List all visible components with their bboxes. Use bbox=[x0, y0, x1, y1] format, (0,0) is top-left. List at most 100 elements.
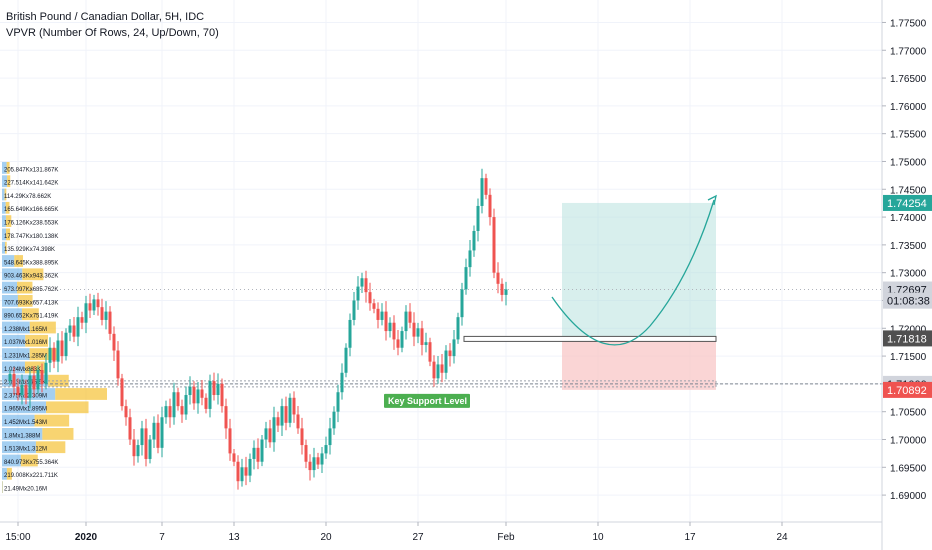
candle-body bbox=[232, 453, 236, 462]
vp-row-label: 1.238Mx1.165M bbox=[4, 327, 47, 333]
candle-body bbox=[192, 386, 196, 404]
vp-bar-up bbox=[2, 308, 22, 321]
candle-body bbox=[164, 406, 168, 418]
candle-body bbox=[496, 272, 500, 284]
candle-body bbox=[396, 339, 400, 348]
candle-body bbox=[200, 389, 204, 398]
vp-row-label: 227.514Kx141.642K bbox=[4, 181, 58, 187]
candle-body bbox=[128, 417, 132, 440]
vp-row-label: 114.29Kx78.662K bbox=[4, 194, 51, 200]
candle-body bbox=[172, 392, 176, 418]
time-tick-label: 17 bbox=[684, 532, 696, 543]
vp-row-label: 548.645Kx388.895K bbox=[4, 260, 58, 266]
price-axis[interactable]: 1.77500 1.77000 1.76500 1.76000 1.75500 1.750… bbox=[881, 0, 932, 550]
vp-bar-up bbox=[2, 215, 6, 227]
candle-body bbox=[276, 417, 280, 426]
candle-body bbox=[120, 378, 124, 407]
candle-body bbox=[492, 217, 496, 273]
candle-body bbox=[228, 428, 232, 454]
price-tick-label: 1.75000 bbox=[890, 157, 927, 168]
candle-body bbox=[84, 303, 88, 323]
candle-body bbox=[392, 322, 396, 340]
candle-body bbox=[136, 445, 140, 457]
vp-bar-down bbox=[5, 201, 10, 214]
candle-body bbox=[8, 373, 12, 382]
candle-body bbox=[420, 328, 424, 345]
vp-bar-down bbox=[17, 295, 33, 307]
time-tick-label: 2020 bbox=[75, 532, 98, 543]
vp-row-label: 890.652Kx751.419K bbox=[4, 314, 58, 320]
symbol-title[interactable]: British Pound / Canadian Dollar, 5H, IDC bbox=[6, 11, 205, 23]
vp-bar-down bbox=[46, 401, 89, 414]
candle-body bbox=[168, 406, 172, 418]
vp-row-label: 1.8Mx1.388M bbox=[4, 433, 40, 439]
vp-row-label: 707.693Kx657.413K bbox=[4, 300, 58, 306]
vp-row-label: 205.847Kx131.867K bbox=[4, 167, 58, 173]
drawings[interactable]: Key Support Level bbox=[384, 194, 717, 408]
candle-body bbox=[180, 406, 184, 415]
candle-body bbox=[284, 406, 288, 423]
candle-body bbox=[292, 397, 296, 415]
vp-row-label: 840.973Kx755.364K bbox=[4, 460, 58, 466]
time-tick-label: 7 bbox=[159, 532, 165, 543]
candle-body bbox=[196, 389, 200, 404]
vp-bar-down bbox=[6, 228, 11, 241]
vp-bar-down bbox=[34, 414, 70, 427]
support-label-box bbox=[384, 393, 470, 408]
vp-bar-up bbox=[2, 361, 25, 374]
candle-body bbox=[248, 458, 252, 476]
candle-body bbox=[464, 267, 468, 290]
candle-body bbox=[220, 383, 224, 407]
vp-bar-down bbox=[25, 334, 49, 347]
candle-body bbox=[340, 372, 344, 393]
target-zone bbox=[562, 202, 716, 339]
candle-body bbox=[424, 342, 428, 345]
vp-bar-up bbox=[2, 201, 6, 214]
candle-body bbox=[436, 364, 440, 379]
vp-bar-down bbox=[55, 388, 107, 400]
price-label-box bbox=[883, 330, 932, 347]
candle-body bbox=[308, 461, 312, 471]
time-axis[interactable]: 15:00 2020 7 13 20 27 Feb 10 17 24 bbox=[0, 521, 882, 543]
support-zone-box bbox=[0, 380, 717, 388]
candle-body bbox=[416, 328, 420, 337]
vp-bar-down bbox=[42, 428, 74, 440]
candle-body bbox=[468, 250, 472, 268]
candle-body bbox=[260, 439, 264, 462]
candle-body bbox=[104, 311, 108, 320]
candle-body bbox=[428, 342, 432, 362]
candle-body bbox=[216, 383, 220, 396]
candle-body bbox=[264, 428, 268, 440]
candle-body bbox=[280, 406, 284, 426]
candle-body bbox=[388, 322, 392, 332]
candle-body bbox=[116, 350, 120, 379]
price-label-text: 01:08:38 bbox=[887, 296, 930, 308]
candle-body bbox=[504, 289, 508, 295]
vp-bar-down bbox=[4, 188, 7, 201]
vp-bar-down bbox=[29, 348, 59, 360]
candle-body bbox=[244, 467, 248, 476]
candle-body bbox=[368, 292, 372, 304]
candle-body bbox=[144, 428, 148, 459]
candle-body bbox=[456, 317, 460, 340]
projection-curve bbox=[551, 199, 715, 346]
candle-body bbox=[268, 428, 272, 443]
vp-bar-up bbox=[2, 441, 36, 454]
candle-body bbox=[452, 339, 456, 357]
candle-body bbox=[56, 340, 60, 362]
vp-bar-up bbox=[2, 281, 18, 294]
price-tick-label: 1.74000 bbox=[890, 213, 927, 224]
candle-body bbox=[316, 457, 320, 465]
vp-bar-down bbox=[6, 162, 10, 174]
candle-body bbox=[240, 467, 244, 482]
candle-body bbox=[32, 375, 36, 390]
candle-body bbox=[412, 322, 416, 337]
indicator-title[interactable]: VPVR (Number Of Rows, 24, Up/Down, 70) bbox=[6, 27, 219, 39]
candle-body bbox=[28, 375, 32, 398]
vp-bar-up bbox=[2, 414, 35, 427]
position-zones[interactable] bbox=[0, 202, 882, 390]
candle-body bbox=[372, 303, 376, 309]
candle-body bbox=[272, 417, 276, 443]
vp-bar-up bbox=[2, 295, 18, 307]
